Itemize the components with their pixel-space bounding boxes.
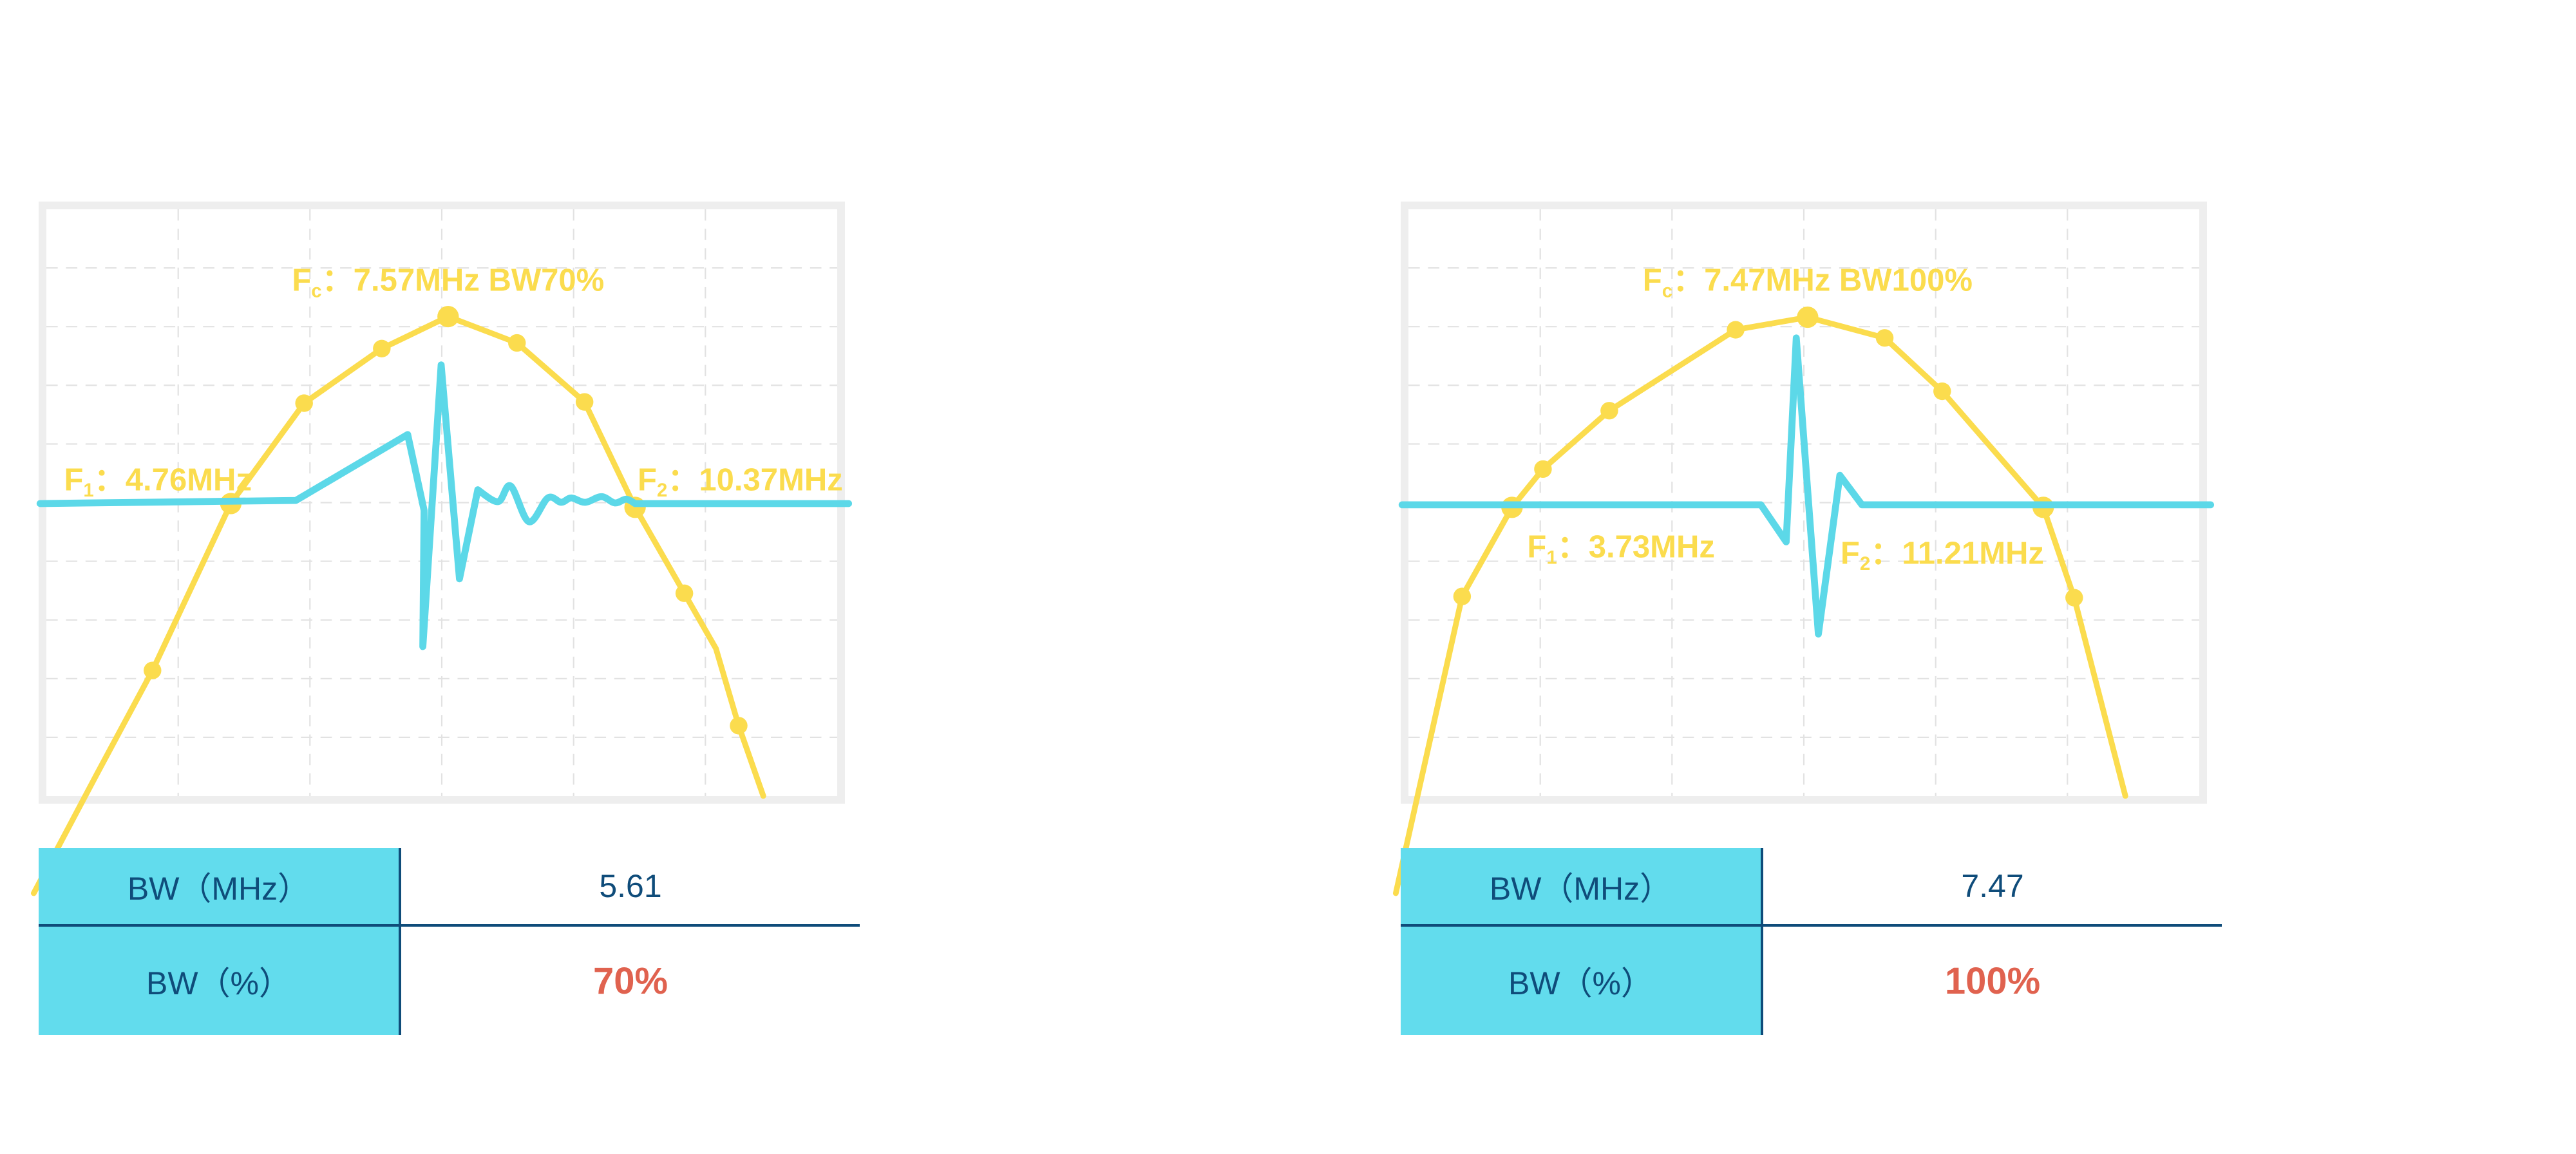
svg-text:F1：4.76MHz: F1：4.76MHz xyxy=(64,463,252,502)
svg-text:Fc：7.57MHz BW70%: Fc：7.57MHz BW70% xyxy=(292,263,604,302)
svg-text:F1：3.73MHz: F1：3.73MHz xyxy=(1527,530,1715,569)
svg-text:F2：10.37MHz: F2：10.37MHz xyxy=(638,463,843,502)
svg-text:F2：11.21MHz: F2：11.21MHz xyxy=(1841,536,2044,575)
svg-text:Fc：7.47MHz BW100%: Fc：7.47MHz BW100% xyxy=(1643,263,1973,302)
